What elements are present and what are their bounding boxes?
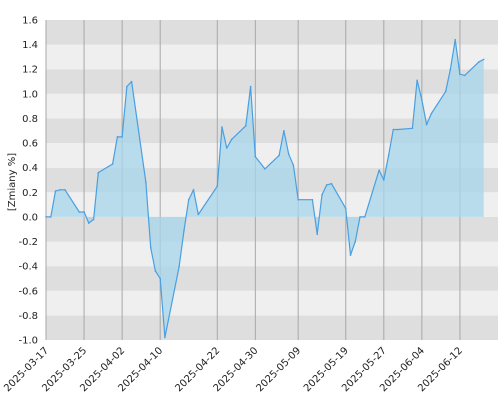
data-point xyxy=(249,85,252,88)
grid-band xyxy=(46,315,498,340)
data-point xyxy=(344,207,347,210)
data-point xyxy=(54,190,57,192)
y-tick-label: 1.0 xyxy=(22,89,38,100)
data-point xyxy=(454,38,457,41)
data-point xyxy=(421,99,423,101)
data-point xyxy=(45,216,47,218)
data-point xyxy=(297,198,300,201)
y-tick-label: 0.0 xyxy=(22,212,38,223)
data-point xyxy=(397,128,399,131)
data-point xyxy=(354,240,357,243)
data-point xyxy=(463,74,466,77)
data-point xyxy=(330,182,333,185)
x-axis-ticks: 2025-03-172025-03-252025-04-022025-04-10… xyxy=(2,345,465,394)
data-point xyxy=(378,169,380,171)
data-point xyxy=(83,211,85,213)
y-tick-label: -0.8 xyxy=(18,311,38,322)
data-point xyxy=(97,171,100,174)
data-point xyxy=(164,336,166,339)
data-point xyxy=(64,189,66,191)
x-tick-label: 2025-05-09 xyxy=(254,345,303,394)
data-point xyxy=(254,155,257,158)
data-point xyxy=(283,130,285,132)
data-point xyxy=(111,163,114,165)
data-point xyxy=(478,61,480,63)
data-point xyxy=(349,254,352,256)
y-tick-label: -1.0 xyxy=(18,336,38,347)
y-tick-label: 0.4 xyxy=(22,163,38,174)
y-tick-label: 1.6 xyxy=(22,16,38,27)
data-point xyxy=(178,265,180,268)
grid-band xyxy=(46,20,498,45)
data-point xyxy=(321,194,323,196)
y-axis-title: [Zmiany %] xyxy=(7,153,18,211)
data-point xyxy=(316,233,319,235)
data-point xyxy=(59,189,62,191)
data-point xyxy=(130,80,133,83)
data-point xyxy=(88,222,90,224)
grid-band xyxy=(46,69,498,94)
y-tick-label: -0.6 xyxy=(18,286,38,297)
y-tick-label: -0.2 xyxy=(18,237,38,248)
y-tick-label: 1.2 xyxy=(22,65,38,76)
data-point xyxy=(154,270,157,272)
data-point xyxy=(411,127,414,130)
data-point xyxy=(287,153,290,155)
data-point xyxy=(425,123,428,126)
data-point xyxy=(216,185,219,187)
data-point xyxy=(50,216,52,218)
data-point xyxy=(311,198,314,201)
series-area xyxy=(46,39,484,338)
data-point xyxy=(449,68,452,70)
data-point xyxy=(78,211,81,213)
y-tick-label: -0.4 xyxy=(18,262,38,273)
y-tick-label: 1.4 xyxy=(22,40,38,51)
data-point xyxy=(459,73,461,75)
data-point xyxy=(187,198,190,201)
data-point xyxy=(264,168,266,170)
data-point xyxy=(245,125,247,127)
y-axis-ticks: -1.0 -0.8 -0.6 -0.4 -0.2 0.0 0.2 0.4 0.6 0.8 1.0 1.… xyxy=(18,16,38,347)
data-point xyxy=(364,216,366,218)
data-point xyxy=(430,112,433,115)
data-point xyxy=(192,189,195,191)
data-point xyxy=(159,277,161,280)
data-point xyxy=(145,181,147,184)
data-point xyxy=(278,154,280,157)
data-point xyxy=(392,128,395,131)
data-point xyxy=(197,213,200,216)
grid-band xyxy=(46,266,498,291)
data-point xyxy=(149,246,152,249)
data-point xyxy=(126,85,128,88)
data-point xyxy=(230,138,233,141)
data-point xyxy=(292,164,295,166)
y-tick-label: 0.8 xyxy=(22,114,38,125)
data-point xyxy=(116,136,119,138)
plot-area xyxy=(45,38,485,339)
grid-band xyxy=(46,241,498,267)
grid-band xyxy=(46,44,498,70)
data-point xyxy=(183,229,185,232)
data-point xyxy=(482,58,485,61)
data-point xyxy=(221,126,223,128)
data-point xyxy=(359,216,361,218)
data-point xyxy=(444,90,447,93)
y-tick-label: 0.2 xyxy=(22,188,38,199)
grid-band xyxy=(46,216,498,242)
data-point xyxy=(226,147,228,149)
data-point xyxy=(387,154,390,157)
data-point xyxy=(383,179,385,181)
data-point xyxy=(416,79,418,82)
y-tick-label: 0.6 xyxy=(22,139,38,150)
data-point xyxy=(121,136,123,138)
grid-band xyxy=(46,290,498,316)
data-point xyxy=(92,218,95,221)
data-point xyxy=(325,184,328,186)
